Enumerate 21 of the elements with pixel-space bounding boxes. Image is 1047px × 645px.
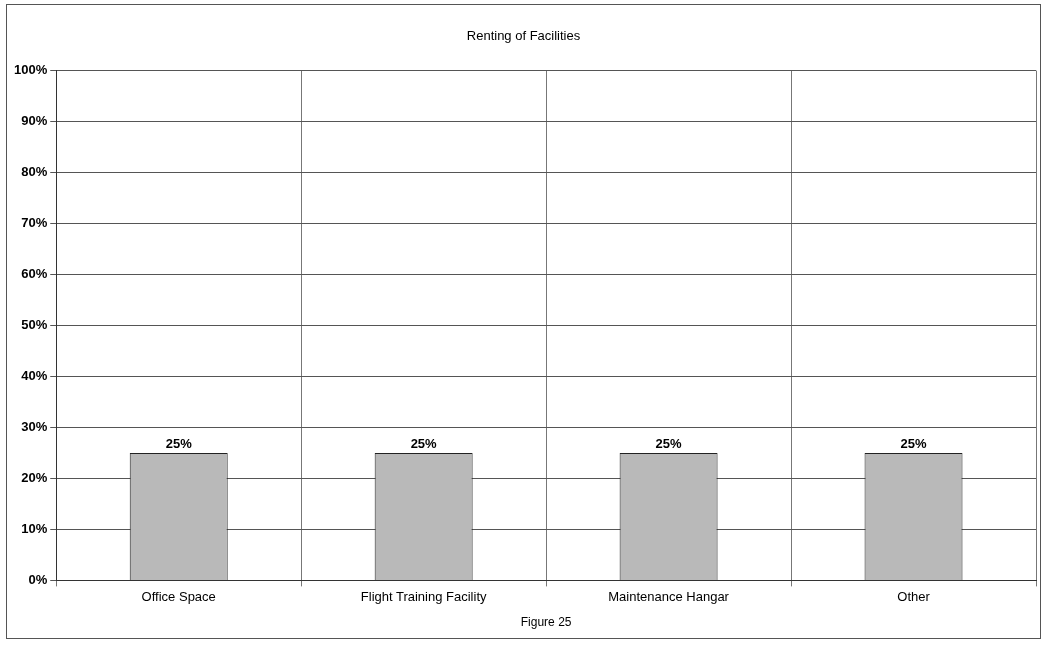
- x-tick-label: Maintenance Hangar: [608, 588, 730, 604]
- y-tick-label: 70%: [21, 215, 48, 231]
- chart-title: Renting of Facilities: [466, 28, 581, 44]
- data-label: 25%: [165, 436, 193, 452]
- y-tick-label: 100%: [14, 62, 48, 78]
- data-label: 25%: [655, 436, 683, 452]
- y-tick-label: 30%: [21, 419, 48, 435]
- y-tick-label: 0%: [28, 571, 48, 587]
- y-tick-label: 40%: [21, 368, 48, 384]
- data-label: 25%: [900, 436, 927, 452]
- y-tick-label: 80%: [21, 164, 48, 180]
- y-tick-label: 20%: [21, 470, 48, 486]
- data-label: 25%: [410, 436, 438, 452]
- x-tick-label: Office Space: [141, 588, 216, 604]
- caption: Figure 25: [520, 615, 572, 629]
- y-tick-label: 10%: [21, 521, 48, 536]
- x-tick-label: Flight Training Facility: [360, 588, 488, 604]
- y-tick-label: 90%: [21, 113, 48, 129]
- y-tick-label: 50%: [21, 317, 48, 333]
- y-tick-label: 60%: [21, 266, 48, 282]
- x-tick-label: Other: [897, 588, 931, 604]
